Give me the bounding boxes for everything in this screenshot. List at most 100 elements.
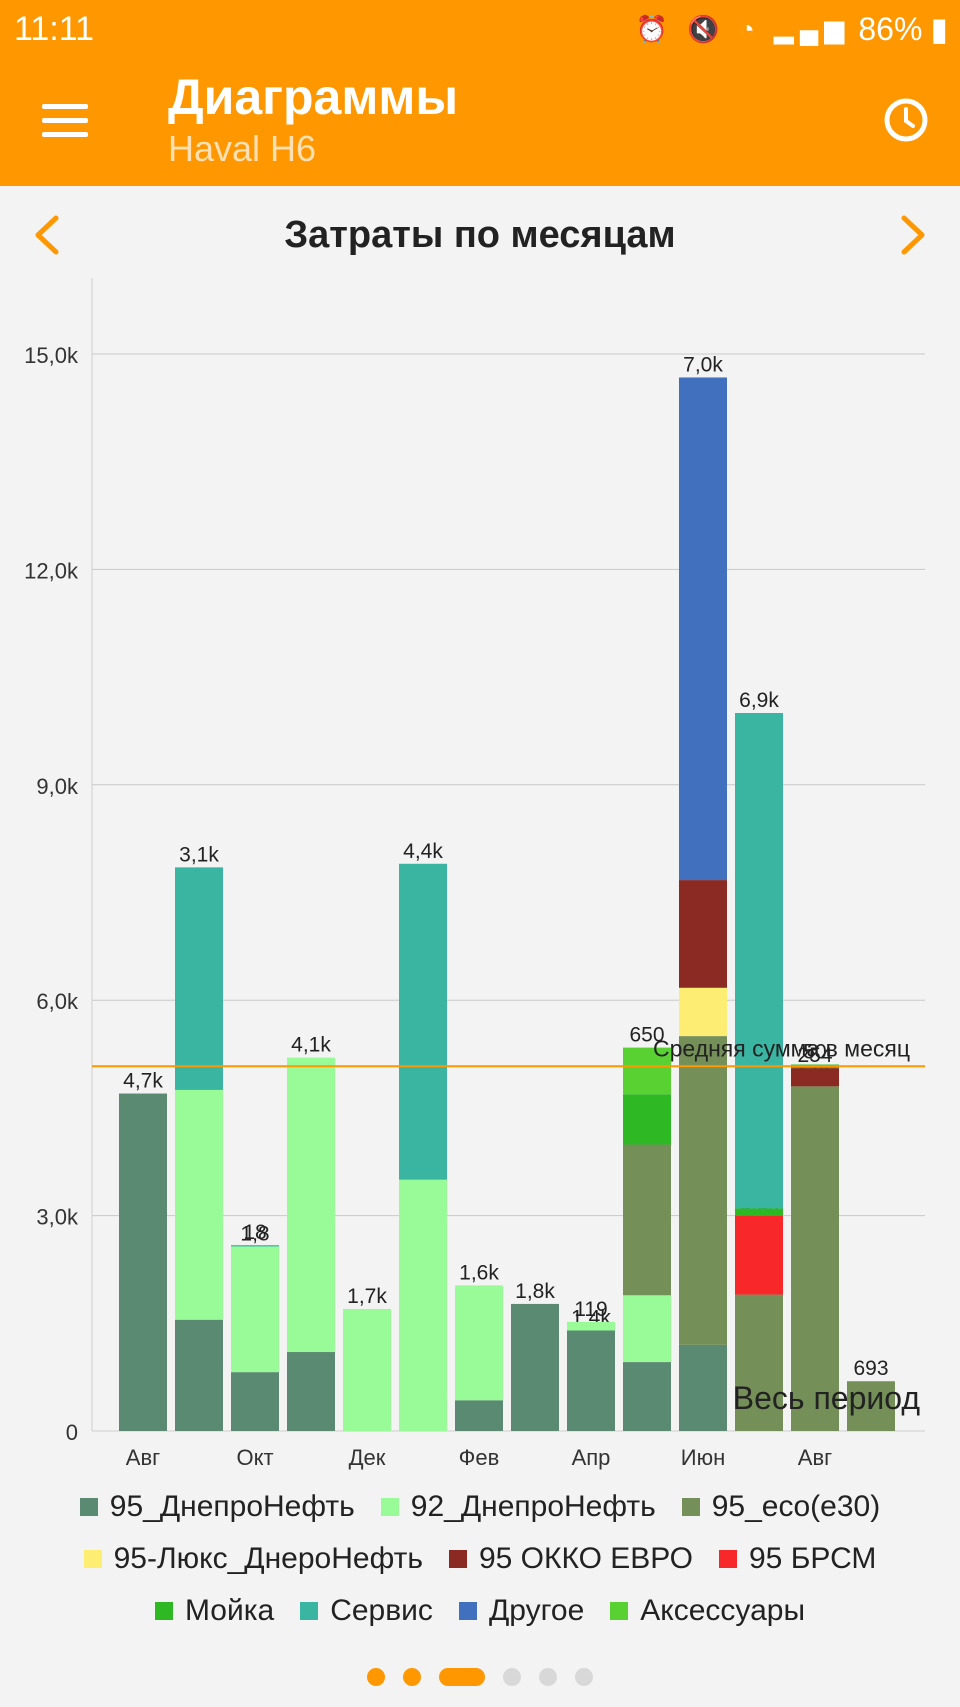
bar-segment (679, 1036, 727, 1345)
x-tick-label: Авг (126, 1445, 160, 1470)
data-label: 1,8 (240, 1222, 269, 1245)
legend-row: Мойка Сервис Другое Аксессуары (0, 1594, 960, 1628)
legend-swatch (610, 1602, 629, 1620)
battery-icon: ▮ (930, 11, 948, 47)
data-label: 4,1k (291, 1034, 331, 1057)
bar-segment (231, 1245, 279, 1247)
y-tick-label: 9,0k (36, 774, 79, 799)
bar-segment (791, 1086, 839, 1431)
x-tick-label: Окт (236, 1445, 273, 1470)
status-bar-right: ⏰ 🔇 ◔ ▂▄▆ 86% ▮ (636, 10, 948, 48)
data-label: 1,8k (515, 1280, 555, 1303)
data-label: 693 (853, 1357, 888, 1380)
y-tick-label: 6,0k (36, 989, 79, 1014)
legend-item[interactable]: Сервис (300, 1594, 433, 1628)
bar-segment (623, 1295, 671, 1363)
page-dot[interactable] (439, 1668, 485, 1686)
data-label: 18 (243, 1221, 266, 1244)
data-label: 119 (574, 1298, 607, 1321)
page-dot[interactable] (367, 1668, 385, 1686)
chart-title: Затраты по месяцам (284, 214, 676, 256)
bar-segment (231, 1372, 279, 1431)
y-tick-label: 15,0k (24, 343, 79, 368)
data-label: 50 (803, 1041, 826, 1064)
data-label: 650 (629, 1024, 664, 1047)
x-tick-label: Июн (681, 1445, 725, 1470)
legend-swatch (83, 1550, 102, 1568)
legend-row: 95-Люкс_ДнероНефть 95 ОККО ЕВРО 95 БРСМ (0, 1542, 960, 1576)
page-indicator (0, 1668, 960, 1686)
y-tick-label: 12,0k (24, 558, 79, 583)
legend-swatch (380, 1498, 399, 1516)
bar-segment (175, 867, 223, 1090)
bar-segment (735, 713, 783, 1209)
page-subtitle: Haval H6 (168, 128, 317, 169)
x-tick-label: Дек (349, 1445, 386, 1470)
legend-item[interactable]: 95 БРСМ (719, 1542, 876, 1576)
data-label: 3,1k (179, 843, 219, 866)
legend-label: 95 БРСМ (749, 1542, 877, 1575)
y-tick-label: 3,0k (36, 1205, 79, 1230)
chart-header: Затраты по месяцам (0, 196, 960, 274)
legend-item[interactable]: 92_ДнепроНефть (380, 1490, 656, 1524)
legend-label: 95 ОККО ЕВРО (478, 1542, 693, 1575)
legend-item[interactable]: 95_ДнепроНефть (79, 1490, 355, 1524)
legend-item[interactable]: 95_eco(e30) (681, 1490, 881, 1524)
bar-segment (567, 1321, 615, 1331)
y-tick-label: 0 (66, 1420, 78, 1445)
legend-label: 95_eco(e30) (711, 1490, 881, 1523)
x-tick-label: Апр (572, 1445, 611, 1470)
page-dot[interactable] (403, 1668, 421, 1686)
legend-item[interactable]: Мойка (154, 1594, 275, 1628)
stacked-bar-chart: 03,0k6,0k9,0k12,0k15,0k4,7kАвг1,6k3,2k3,… (24, 278, 925, 1470)
page-title: Диаграммы (168, 69, 459, 125)
bar-segment (679, 880, 727, 988)
page-dot[interactable] (503, 1668, 521, 1686)
bar-segment (623, 1094, 671, 1145)
legend-label: Другое (488, 1594, 585, 1627)
x-tick-label: Фев (459, 1445, 500, 1470)
legend-swatch (154, 1602, 173, 1620)
clock-icon[interactable] (882, 96, 930, 144)
data-label: 1,6k (459, 1261, 499, 1284)
legend-swatch (448, 1550, 467, 1568)
legend-label: 95-Люкс_ДнероНефть (113, 1542, 423, 1575)
menu-icon[interactable] (42, 104, 88, 138)
bar-segment (175, 1089, 223, 1320)
bar-segment (679, 377, 727, 881)
bar-segment (399, 863, 447, 1180)
legend-swatch (79, 1498, 98, 1516)
bar-segment (343, 1308, 391, 1431)
legend-item[interactable]: 95 ОККО ЕВРО (448, 1542, 693, 1576)
data-label: 254 (797, 1044, 832, 1067)
data-label: 1,7k (347, 1285, 387, 1308)
data-label: 4,4k (403, 840, 443, 863)
legend-swatch (681, 1498, 700, 1516)
legend-label: Мойка (184, 1594, 275, 1627)
bar-segment (623, 1144, 671, 1296)
legend-row: 95_ДнепроНефть 92_ДнепроНефть 95_eco(e30) (0, 1490, 960, 1524)
x-tick-label: Авг (798, 1445, 832, 1470)
chevron-right-icon[interactable] (892, 212, 932, 258)
legend-label: Аксессуары (640, 1594, 806, 1627)
bar-segment (623, 1047, 671, 1095)
data-label: 7,0k (683, 353, 723, 376)
legend-swatch (300, 1602, 319, 1620)
legend-label: 92_ДнепроНефть (410, 1490, 656, 1523)
legend-item[interactable]: Другое (458, 1594, 585, 1628)
chevron-left-icon[interactable] (28, 212, 68, 258)
page-dot[interactable] (575, 1668, 593, 1686)
bar-segment (791, 1068, 839, 1087)
legend-item[interactable]: Аксессуары (610, 1594, 805, 1628)
bar-segment (119, 1093, 167, 1431)
bar-segment (735, 1215, 783, 1295)
status-icons: ⏰ 🔇 ◔ ▂▄▆ (635, 13, 851, 44)
status-time: 11:11 (14, 10, 95, 48)
bar-segment (623, 1362, 671, 1431)
battery-level: 86% (858, 10, 923, 47)
legend-item[interactable]: 95-Люкс_ДнероНефть (83, 1542, 423, 1576)
legend-label: Сервис (330, 1594, 433, 1627)
data-label: 4,7k (123, 1070, 163, 1093)
page-dot[interactable] (539, 1668, 557, 1686)
period-annotation: Весь период (733, 1380, 921, 1416)
